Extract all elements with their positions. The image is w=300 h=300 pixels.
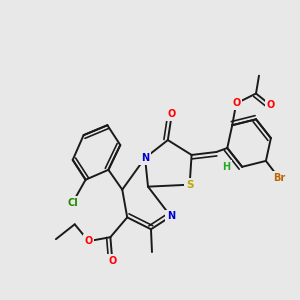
Text: H: H	[222, 162, 230, 172]
Text: O: O	[84, 236, 93, 246]
Text: O: O	[232, 98, 240, 108]
Text: N: N	[167, 212, 175, 221]
Text: N: N	[141, 153, 149, 163]
Text: Cl: Cl	[67, 197, 78, 208]
Text: S: S	[186, 180, 194, 190]
Text: O: O	[108, 256, 116, 266]
Text: O: O	[168, 109, 176, 119]
Text: O: O	[267, 100, 275, 110]
Text: Br: Br	[273, 173, 285, 183]
